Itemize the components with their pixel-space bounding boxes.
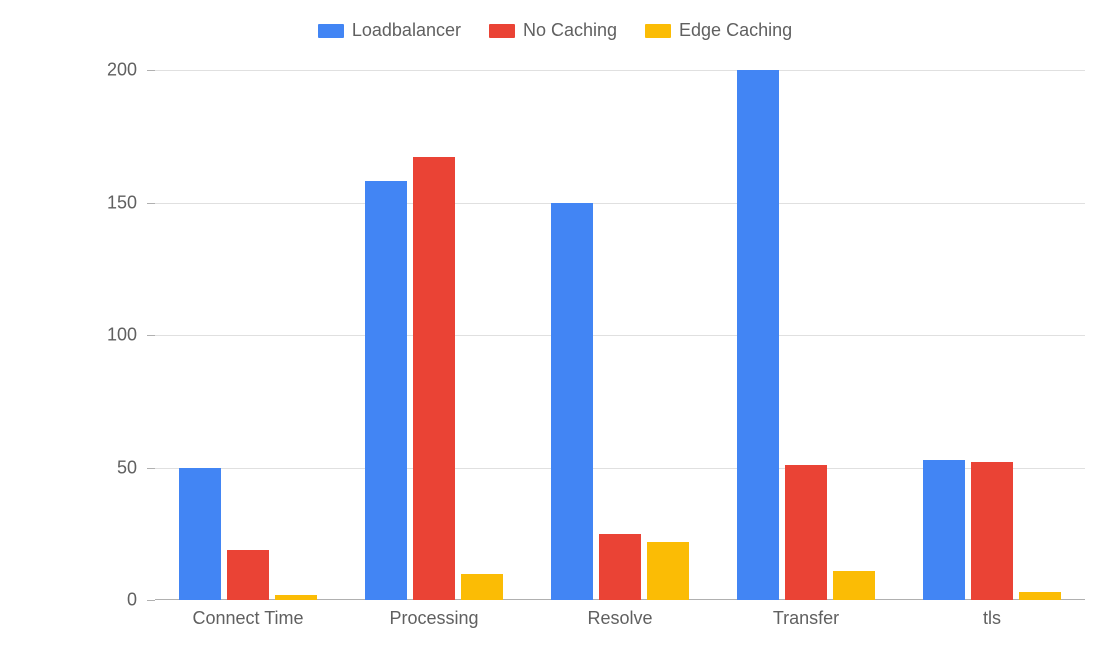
legend-item-edge-caching: Edge Caching (645, 20, 792, 41)
x-axis-label: Processing (389, 608, 478, 629)
bar (923, 460, 965, 600)
plot-area: 050100150200 (155, 70, 1085, 600)
bar (833, 571, 875, 600)
ytick-label: 150 (107, 192, 155, 213)
bar (413, 157, 455, 600)
x-axis-label: Resolve (587, 608, 652, 629)
gridline (155, 203, 1085, 204)
legend: Loadbalancer No Caching Edge Caching (0, 20, 1110, 41)
legend-label: Edge Caching (679, 20, 792, 41)
x-axis-label: tls (983, 608, 1001, 629)
bar (227, 550, 269, 600)
x-axis-labels: Connect Time Processing Resolve Transfer tls (155, 608, 1085, 648)
ytick-label: 100 (107, 325, 155, 346)
bar (551, 203, 593, 601)
bar (785, 465, 827, 600)
bar (647, 542, 689, 600)
gridline (155, 70, 1085, 71)
legend-item-loadbalancer: Loadbalancer (318, 20, 461, 41)
bar (461, 574, 503, 601)
bar (179, 468, 221, 601)
bar (275, 595, 317, 600)
bar (1019, 592, 1061, 600)
x-axis-label: Transfer (773, 608, 839, 629)
legend-label: No Caching (523, 20, 617, 41)
bar (599, 534, 641, 600)
bar (737, 70, 779, 600)
legend-swatch (645, 24, 671, 38)
legend-item-no-caching: No Caching (489, 20, 617, 41)
bar (971, 462, 1013, 600)
ytick-label: 50 (117, 457, 155, 478)
gridline (155, 335, 1085, 336)
ytick-label: 200 (107, 60, 155, 81)
legend-swatch (489, 24, 515, 38)
bar-chart: Loadbalancer No Caching Edge Caching 050… (0, 0, 1110, 667)
bar (365, 181, 407, 600)
legend-swatch (318, 24, 344, 38)
x-axis-label: Connect Time (192, 608, 303, 629)
legend-label: Loadbalancer (352, 20, 461, 41)
ytick-label: 0 (127, 590, 155, 611)
